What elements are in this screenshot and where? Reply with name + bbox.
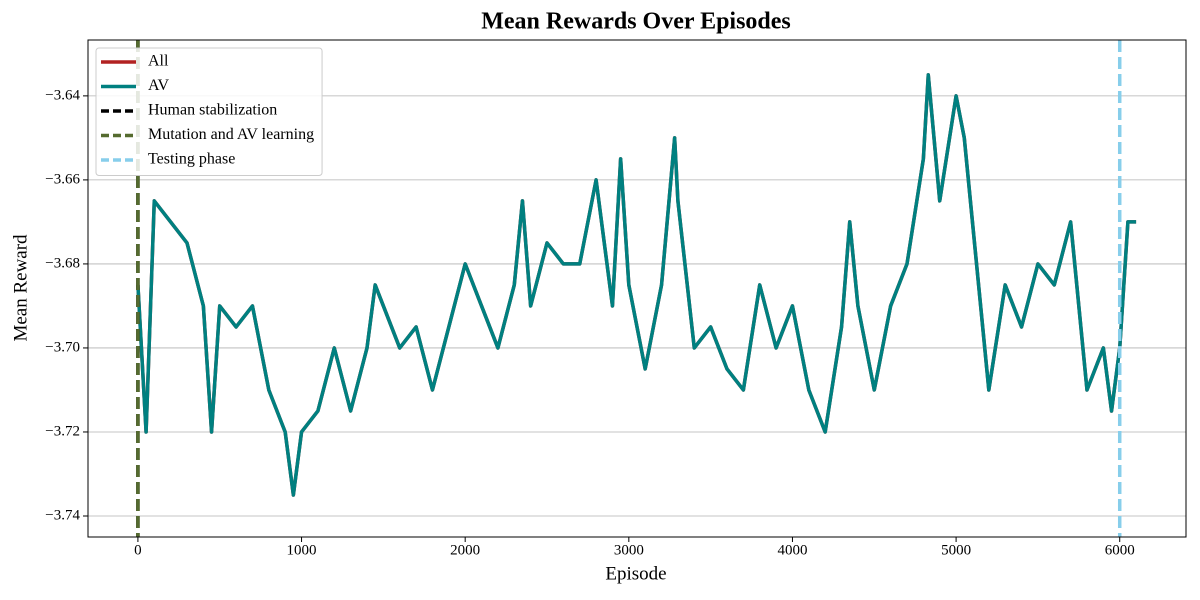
- y-tick-label: −3.68: [45, 255, 80, 271]
- x-axis-label: Episode: [605, 563, 666, 584]
- legend-label: Human stabilization: [148, 102, 277, 119]
- y-axis-label: Mean Reward: [10, 234, 31, 342]
- y-tick-label: −3.74: [45, 507, 80, 523]
- line-series: [136, 73, 1137, 497]
- y-tick-label: −3.70: [45, 339, 80, 355]
- legend-label: All: [148, 53, 169, 70]
- x-tick-label: 5000: [941, 542, 971, 558]
- legend: All AV Human stabilization Mutation and AV …: [95, 47, 323, 176]
- x-tick-label: 6000: [1105, 542, 1135, 558]
- x-tick-label: 1000: [287, 542, 317, 558]
- legend-label: Testing phase: [148, 151, 235, 168]
- x-tick-label: 2000: [450, 542, 480, 558]
- chart-title: Mean Rewards Over Episodes: [481, 9, 791, 35]
- x-tick-label: 0: [134, 542, 142, 558]
- y-tick-label: −3.72: [45, 423, 80, 439]
- legend-label: Mutation and AV learning: [148, 126, 314, 143]
- x-tick-label: 4000: [777, 542, 807, 558]
- legend-label: AV: [148, 77, 169, 94]
- x-tick-label: 3000: [614, 542, 644, 558]
- plot-frame: [87, 39, 1187, 538]
- y-tick-label: −3.66: [45, 171, 80, 187]
- legend-box: [95, 47, 323, 176]
- y-tick-label: −3.64: [45, 87, 80, 103]
